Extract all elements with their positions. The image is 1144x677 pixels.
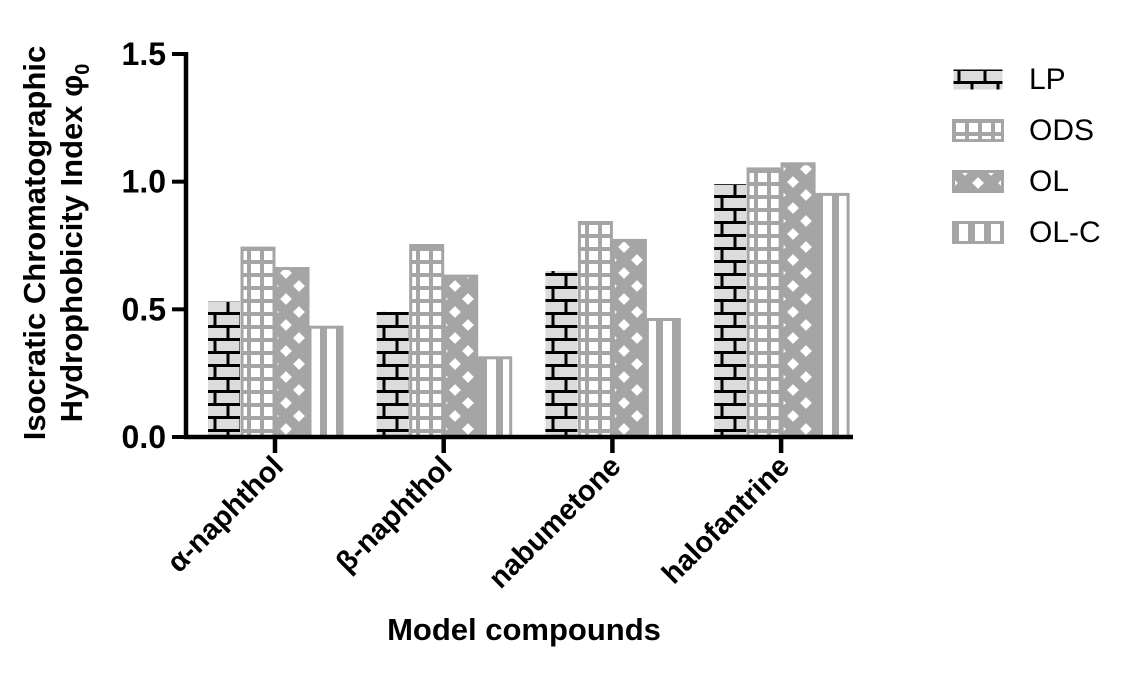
legend-swatch-grid-gray-on-white [952,119,1004,142]
bar-OL-C-α-naphthol [308,325,344,439]
bar-OL-nabumetone [611,238,647,439]
bar-OL-C-β-naphthol [477,356,513,439]
y-tick-label: 0.0 [122,419,166,455]
x-category-label: nabumetone [483,450,628,595]
legend-item-OL: OL [952,165,1101,198]
y-tick-label: 1.5 [122,36,166,72]
x-category-label: β-naphthol [330,450,459,579]
y-axis-title: Isocratic Chromatographic Hydrophobicity… [16,13,94,473]
y-axis-title-line2: Hydrophobicity Index φ0 [53,13,102,473]
legend-swatch-brick-black-on-lightgray [953,69,1003,90]
bars-layer [208,162,850,439]
bar-OL-α-naphthol [274,267,310,439]
legend-item-ODS: ODS [952,114,1101,147]
bar-ODS-β-naphthol [409,244,445,439]
legend: LP ODS OL OL-C [952,63,1101,249]
bar-ODS-α-naphthol [240,246,276,439]
y-tick-label: 1.0 [122,164,166,200]
y-axis-title-line2-text: Hydrophobicity Index φ [54,74,89,423]
bar-LP-halofantrine [714,184,747,437]
legend-label: OL [1029,165,1070,198]
bar-ODS-nabumetone [577,221,613,439]
legend-label: ODS [1029,114,1095,147]
legend-item-LP: LP [952,63,1101,96]
legend-swatch-diagonal-crosshatch-gray [952,170,1004,193]
x-axis-title: Model compounds [387,612,661,647]
x-category-label: halofantrine [656,450,796,590]
x-category-label: α-naphthol [161,450,290,579]
bar-OL-C-nabumetone [645,318,681,439]
y-axis-title-line1: Isocratic Chromatographic [17,45,52,441]
bar-OL-C-halofantrine [814,192,850,439]
legend-swatch-vertical-stripes-gray [952,221,1004,244]
bar-LP-β-naphthol [376,311,409,437]
bar-LP-nabumetone [545,271,578,437]
phi-subscript: 0 [72,63,95,75]
legend-label: OL-C [1029,216,1101,249]
legend-label: LP [1029,63,1066,96]
bar-OL-β-naphthol [443,274,479,439]
legend-item-OL-C: OL-C [952,216,1101,249]
bar-ODS-halofantrine [746,167,782,439]
y-tick-label: 0.5 [122,291,166,327]
bar-OL-halofantrine [780,162,816,439]
bar-LP-α-naphthol [208,301,240,437]
